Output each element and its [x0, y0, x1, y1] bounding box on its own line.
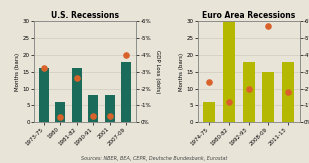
Bar — [72, 68, 82, 122]
Bar — [121, 62, 131, 122]
Point — [41, 67, 46, 70]
Bar — [105, 95, 115, 122]
Point — [107, 114, 112, 117]
Bar — [39, 68, 49, 122]
Point — [207, 81, 212, 83]
Point — [246, 87, 251, 90]
Y-axis label: Months (bars): Months (bars) — [15, 53, 20, 91]
Point — [74, 77, 79, 80]
Bar — [55, 102, 65, 122]
Text: Sources: NBER, BEA, CEPR, Deutsche Bundesbank, Eurostat: Sources: NBER, BEA, CEPR, Deutsche Bunde… — [81, 156, 228, 161]
Point — [226, 101, 231, 103]
Point — [286, 91, 290, 93]
Title: U.S. Recessions: U.S. Recessions — [51, 11, 119, 20]
Point — [266, 25, 271, 28]
Title: Euro Area Recessions: Euro Area Recessions — [202, 11, 295, 20]
Bar — [243, 62, 255, 122]
Y-axis label: Months (bars): Months (bars) — [179, 53, 184, 91]
Bar — [262, 72, 274, 122]
Point — [58, 116, 63, 119]
Bar — [282, 62, 294, 122]
Point — [124, 54, 129, 56]
Bar — [203, 102, 215, 122]
Point — [91, 114, 96, 117]
Y-axis label: GDP Loss (dots): GDP Loss (dots) — [155, 50, 160, 93]
Bar — [223, 21, 235, 122]
Bar — [88, 95, 98, 122]
